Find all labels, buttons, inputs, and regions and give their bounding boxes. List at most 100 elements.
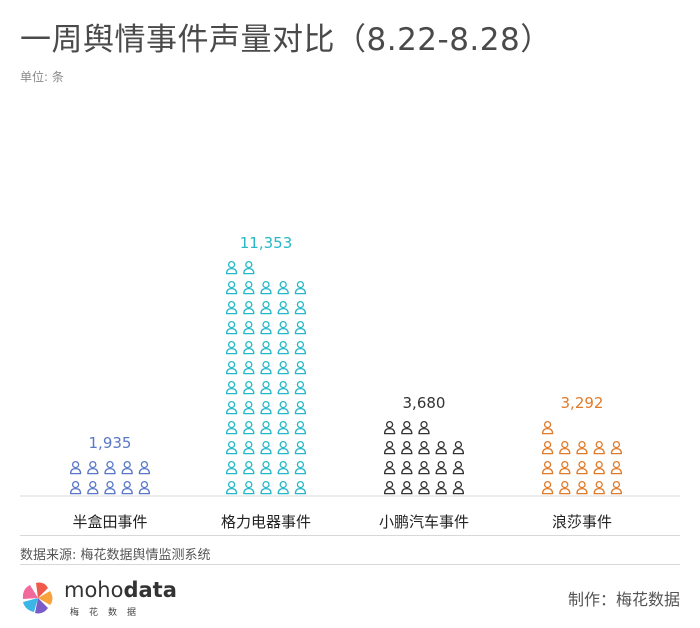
bar-4 (541, 420, 623, 495)
person-icon (383, 440, 396, 455)
person-icon (401, 460, 413, 475)
divider-bottom (20, 564, 680, 565)
person-icon (418, 420, 430, 435)
person-icon (138, 460, 151, 475)
person-icon (138, 480, 151, 495)
person-icon (243, 300, 255, 315)
person-icon (260, 340, 272, 355)
person-icon (225, 340, 238, 355)
person-icon (243, 260, 255, 275)
person-icon (593, 460, 605, 475)
person-icon (121, 480, 133, 495)
person-icon (610, 480, 623, 495)
person-icon (277, 480, 289, 495)
person-icon (294, 340, 307, 355)
person-icon (452, 440, 465, 455)
person-icon (294, 460, 307, 475)
logo-subtitle: 梅花数据 (70, 608, 147, 618)
person-icon (243, 380, 255, 395)
person-icon (541, 440, 554, 455)
person-icon (294, 480, 307, 495)
person-icon (610, 440, 623, 455)
person-icon (260, 380, 272, 395)
person-icon (243, 440, 255, 455)
person-icon (294, 360, 307, 375)
person-icon (225, 360, 238, 375)
person-icon (277, 420, 289, 435)
person-icon (225, 300, 238, 315)
person-icon (260, 440, 272, 455)
category-label-3: 小鹏汽车事件 (379, 513, 469, 531)
person-icon (294, 440, 307, 455)
person-icon (559, 480, 571, 495)
person-icon (121, 460, 133, 475)
person-icon (225, 440, 238, 455)
data-label-2: 11,353 (240, 234, 293, 252)
person-icon (294, 280, 307, 295)
person-icon (610, 460, 623, 475)
person-icon (260, 400, 272, 415)
bar-3 (383, 420, 465, 495)
data-label-3: 3,680 (403, 394, 446, 412)
pictogram-chart: 1,935 半盒田事件 11,353 格力电器事件 3,680 小鹏汽车事件 3,292 浪莎… (20, 234, 680, 531)
person-icon (225, 320, 238, 335)
person-icon (383, 460, 396, 475)
bar-1 (69, 460, 151, 495)
person-icon (401, 440, 413, 455)
mohodata-logo: mohodata 梅花数据 (20, 576, 177, 620)
person-icon (435, 480, 447, 495)
person-icon (541, 480, 554, 495)
person-icon (383, 420, 396, 435)
person-icon (277, 400, 289, 415)
data-label-1: 1,935 (89, 434, 132, 452)
pinwheel-icon (22, 582, 53, 614)
person-icon (277, 460, 289, 475)
person-icon (104, 460, 116, 475)
person-icon (260, 360, 272, 375)
data-label-4: 3,292 (561, 394, 604, 412)
person-icon (243, 360, 255, 375)
person-icon (87, 480, 99, 495)
person-icon (260, 320, 272, 335)
person-icon (401, 420, 413, 435)
person-icon (576, 440, 588, 455)
person-icon (225, 380, 238, 395)
person-icon (225, 280, 238, 295)
person-icon (593, 440, 605, 455)
person-icon (294, 400, 307, 415)
person-icon (243, 420, 255, 435)
person-icon (435, 460, 447, 475)
person-icon (277, 280, 289, 295)
person-icon (243, 460, 255, 475)
person-icon (401, 480, 413, 495)
person-icon (418, 480, 430, 495)
person-icon (243, 320, 255, 335)
credit-text: 制作：梅花数据 (567, 590, 680, 609)
person-icon (294, 420, 307, 435)
person-icon (69, 460, 82, 475)
person-icon (452, 460, 465, 475)
person-icon (260, 300, 272, 315)
person-icon (260, 480, 272, 495)
category-label-4: 浪莎事件 (552, 513, 612, 531)
person-icon (277, 360, 289, 375)
person-icon (69, 480, 82, 495)
person-icon (576, 480, 588, 495)
person-icon (260, 420, 272, 435)
person-icon (104, 480, 116, 495)
person-icon (225, 400, 238, 415)
logo-wordmark: mohodata (64, 578, 177, 602)
person-icon (593, 480, 605, 495)
person-icon (277, 300, 289, 315)
person-icon (435, 440, 447, 455)
person-icon (559, 440, 571, 455)
person-icon (225, 460, 238, 475)
person-icon (260, 280, 272, 295)
person-icon (294, 300, 307, 315)
data-source: 数据来源: 梅花数据舆情监测系统 (20, 548, 211, 563)
bar-2 (225, 260, 307, 495)
unit-label: 单位: 条 (20, 70, 64, 84)
person-icon (260, 460, 272, 475)
person-icon (225, 480, 238, 495)
person-icon (277, 320, 289, 335)
